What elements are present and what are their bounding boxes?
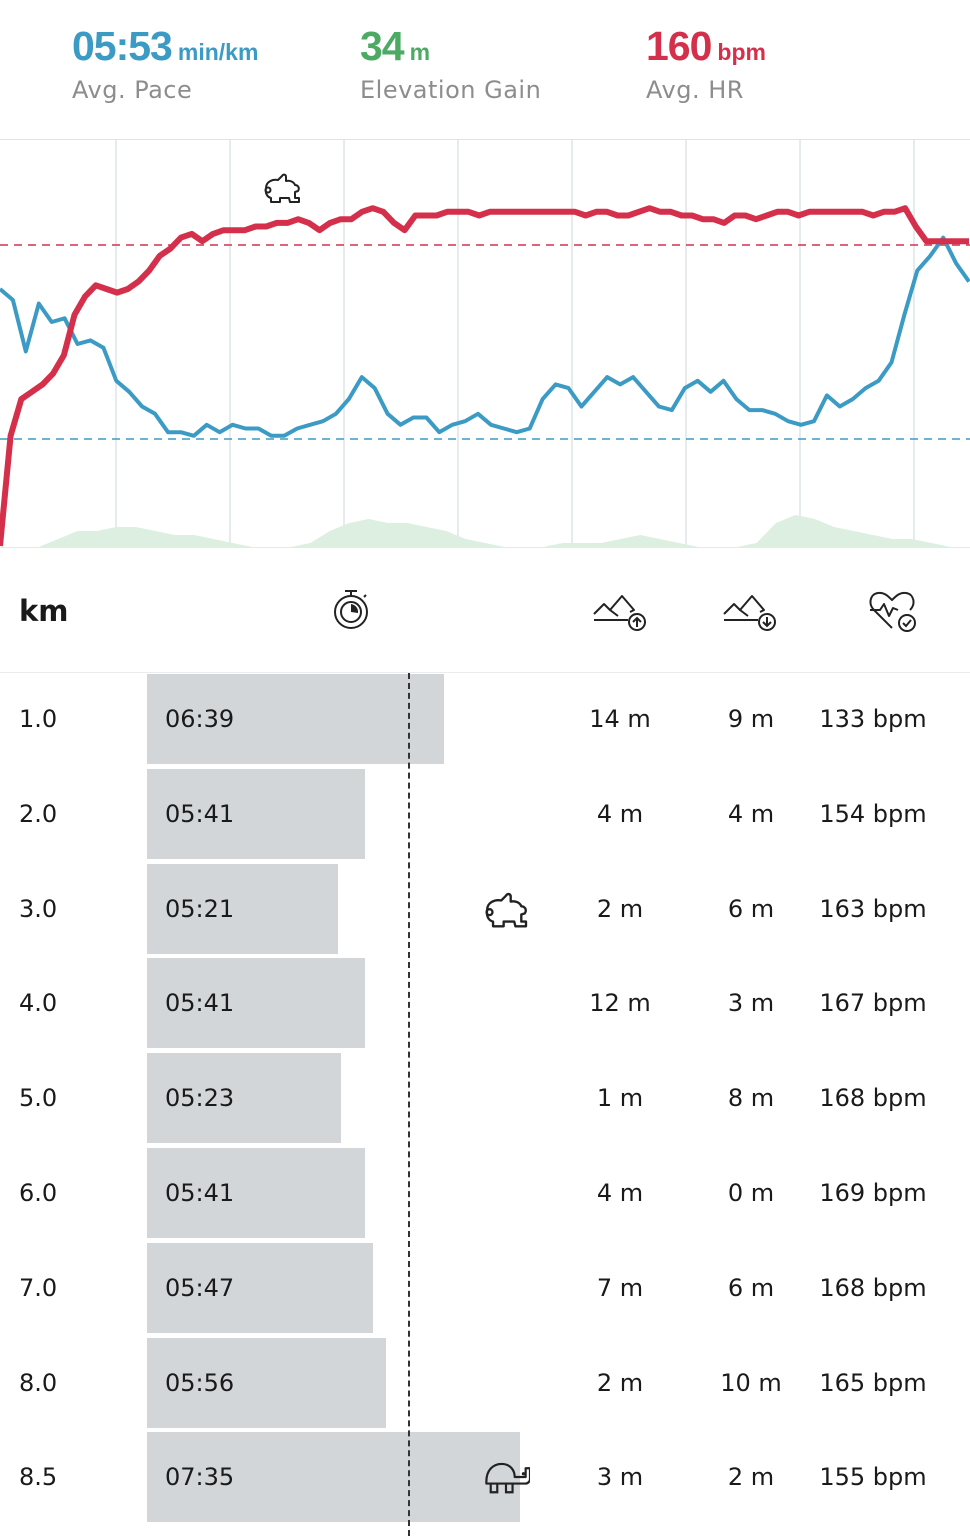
split-row[interactable]: 3.0 05:21 2 m 6 m 163 bpm xyxy=(0,864,970,954)
rabbit-icon xyxy=(264,173,300,203)
elevation-gain-value: 34 xyxy=(360,23,405,69)
split-elevation-up: 12 m xyxy=(589,989,651,1017)
split-pace: 07:35 xyxy=(165,1463,235,1491)
split-heart-rate: 165 bpm xyxy=(819,1369,927,1397)
pace-bar xyxy=(147,1432,520,1522)
split-row[interactable]: 5.0 05:23 1 m 8 m 168 bpm xyxy=(0,1053,970,1143)
avg-hr-unit: bpm xyxy=(717,39,766,65)
split-elevation-down: 2 m xyxy=(727,1463,775,1491)
split-pace: 05:41 xyxy=(165,800,235,828)
summary-stats: 05:53 min/km Avg. Pace 34 m Elevation Gain… xyxy=(0,0,970,140)
stopwatch-icon xyxy=(334,590,368,629)
split-heart-rate: 155 bpm xyxy=(819,1463,927,1491)
split-km: 8.0 xyxy=(19,1369,58,1397)
pace-bar xyxy=(147,674,444,764)
split-elevation-up: 4 m xyxy=(596,1179,644,1207)
avg-hr-stat: 160 bpm Avg. HR xyxy=(646,22,766,104)
avg-hr-label: Avg. HR xyxy=(646,76,744,104)
split-row[interactable]: 4.0 05:41 12 m 3 m 167 bpm xyxy=(0,958,970,1048)
split-heart-rate: 168 bpm xyxy=(819,1274,927,1302)
split-elevation-down: 9 m xyxy=(727,705,775,733)
split-elevation-down: 10 m xyxy=(720,1369,782,1397)
pace-bar xyxy=(147,958,365,1048)
pace-bar xyxy=(147,1243,373,1333)
avg-hr-value: 160 xyxy=(646,23,712,69)
elevation-gain-unit: m xyxy=(409,39,431,65)
split-km: 7.0 xyxy=(19,1274,58,1302)
split-heart-rate: 169 bpm xyxy=(819,1179,927,1207)
split-heart-rate: 167 bpm xyxy=(819,989,927,1017)
split-km: 6.0 xyxy=(19,1179,58,1207)
split-elevation-up: 14 m xyxy=(589,705,651,733)
split-pace: 05:56 xyxy=(165,1369,235,1397)
split-elevation-down: 0 m xyxy=(727,1179,775,1207)
split-pace: 05:21 xyxy=(165,895,235,923)
heart-rate-icon xyxy=(869,591,916,632)
elevation-down-icon xyxy=(723,595,776,631)
split-row[interactable]: 8.0 05:56 2 m 10 m 165 bpm xyxy=(0,1338,970,1428)
split-km: 3.0 xyxy=(19,895,58,923)
avg-pace-marker-line xyxy=(408,673,410,1536)
split-row[interactable]: 8.5 07:35 3 m 2 m 155 bpm xyxy=(0,1432,970,1522)
elevation-area xyxy=(0,515,970,548)
split-pace: 06:39 xyxy=(165,705,235,733)
avg-pace-stat: 05:53 min/km Avg. Pace xyxy=(72,22,258,104)
split-elevation-up: 2 m xyxy=(596,1369,644,1397)
split-elevation-up: 1 m xyxy=(596,1084,644,1112)
km-column-header: km xyxy=(19,594,69,628)
split-km: 1.0 xyxy=(19,705,58,733)
avg-pace-value: 05:53 xyxy=(72,23,173,69)
split-elevation-up: 2 m xyxy=(596,895,644,923)
pace-bar xyxy=(147,864,338,954)
split-elevation-down: 6 m xyxy=(727,1274,775,1302)
split-heart-rate: 154 bpm xyxy=(819,800,927,828)
avg-pace-unit: min/km xyxy=(177,39,259,65)
split-heart-rate: 163 bpm xyxy=(819,895,927,923)
turtle-icon xyxy=(482,1459,532,1499)
pace-series-line xyxy=(0,235,970,438)
split-heart-rate: 168 bpm xyxy=(819,1084,927,1112)
pace-bar xyxy=(147,1148,365,1238)
split-elevation-down: 8 m xyxy=(727,1084,775,1112)
split-elevation-down: 6 m xyxy=(727,895,775,923)
split-row[interactable]: 7.0 05:47 7 m 6 m 168 bpm xyxy=(0,1243,970,1333)
split-pace: 05:41 xyxy=(165,1179,235,1207)
elevation-up-icon xyxy=(593,595,646,631)
split-pace: 05:23 xyxy=(165,1084,235,1112)
split-heart-rate: 133 bpm xyxy=(819,705,927,733)
rabbit-icon xyxy=(482,891,530,935)
elevation-gain-stat: 34 m Elevation Gain xyxy=(360,22,541,104)
km-gridlines xyxy=(115,140,915,548)
pace-bar xyxy=(147,1338,386,1428)
run-chart[interactable] xyxy=(0,140,970,548)
elevation-gain-label: Elevation Gain xyxy=(360,76,542,104)
split-elevation-up: 7 m xyxy=(596,1274,644,1302)
split-km: 5.0 xyxy=(19,1084,58,1112)
split-km: 2.0 xyxy=(19,800,58,828)
split-elevation-down: 3 m xyxy=(727,989,775,1017)
split-pace: 05:41 xyxy=(165,989,235,1017)
split-row[interactable]: 1.0 06:39 14 m 9 m 133 bpm xyxy=(0,674,970,764)
split-row[interactable]: 6.0 05:41 4 m 0 m 169 bpm xyxy=(0,1148,970,1238)
split-elevation-down: 4 m xyxy=(727,800,775,828)
pace-bar xyxy=(147,769,365,859)
split-km: 4.0 xyxy=(19,989,58,1017)
heart-rate-series-line xyxy=(0,205,969,547)
split-km: 8.5 xyxy=(19,1463,58,1491)
split-pace: 05:47 xyxy=(165,1274,235,1302)
split-elevation-up: 3 m xyxy=(596,1463,644,1491)
split-elevation-up: 4 m xyxy=(596,800,644,828)
split-row[interactable]: 2.0 05:41 4 m 4 m 154 bpm xyxy=(0,769,970,859)
pace-bar xyxy=(147,1053,341,1143)
avg-pace-label: Avg. Pace xyxy=(72,76,193,104)
splits-header: km xyxy=(0,548,970,673)
